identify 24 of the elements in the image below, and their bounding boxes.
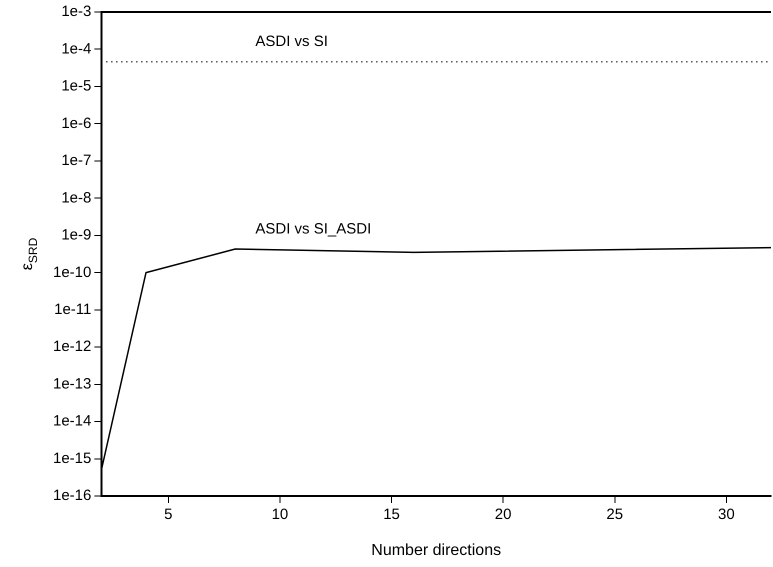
x-tick-label: 10: [272, 506, 288, 524]
y-tick-label: 1e-7: [61, 152, 92, 170]
y-tick-label: 1e-5: [61, 78, 92, 95]
y-tick-label: 1e-3: [61, 3, 92, 20]
y-tick-label: 1e-8: [61, 189, 92, 206]
x-tick-label: 15: [383, 506, 400, 524]
y-tick-label: 1e-11: [54, 300, 92, 318]
y-tick-label: 1e-12: [52, 338, 92, 356]
y-tick-label: 1e-4: [61, 40, 92, 58]
y-tick-label: 1e-9: [61, 226, 92, 244]
x-tick-label: 30: [718, 506, 735, 524]
x-axis-title: Number directions: [371, 542, 502, 559]
y-axis-title: εSRD: [19, 237, 40, 270]
y-tick-label: 1e-15: [52, 450, 92, 467]
x-tick-label: 25: [606, 506, 624, 524]
y-tick-label: 1e-13: [52, 375, 92, 392]
y-tick-label: 1e-6: [61, 114, 92, 132]
y-tick-label: 1e-14: [52, 412, 92, 430]
series-label: ASDI vs SI_ASDI: [255, 220, 372, 238]
x-tick-label: 20: [494, 506, 512, 524]
y-tick-label: 1e-16: [52, 487, 92, 504]
x-tick-label: 5: [164, 506, 172, 524]
y-tick-label: 1e-10: [52, 264, 92, 281]
series-label: ASDI vs SI: [255, 32, 328, 50]
